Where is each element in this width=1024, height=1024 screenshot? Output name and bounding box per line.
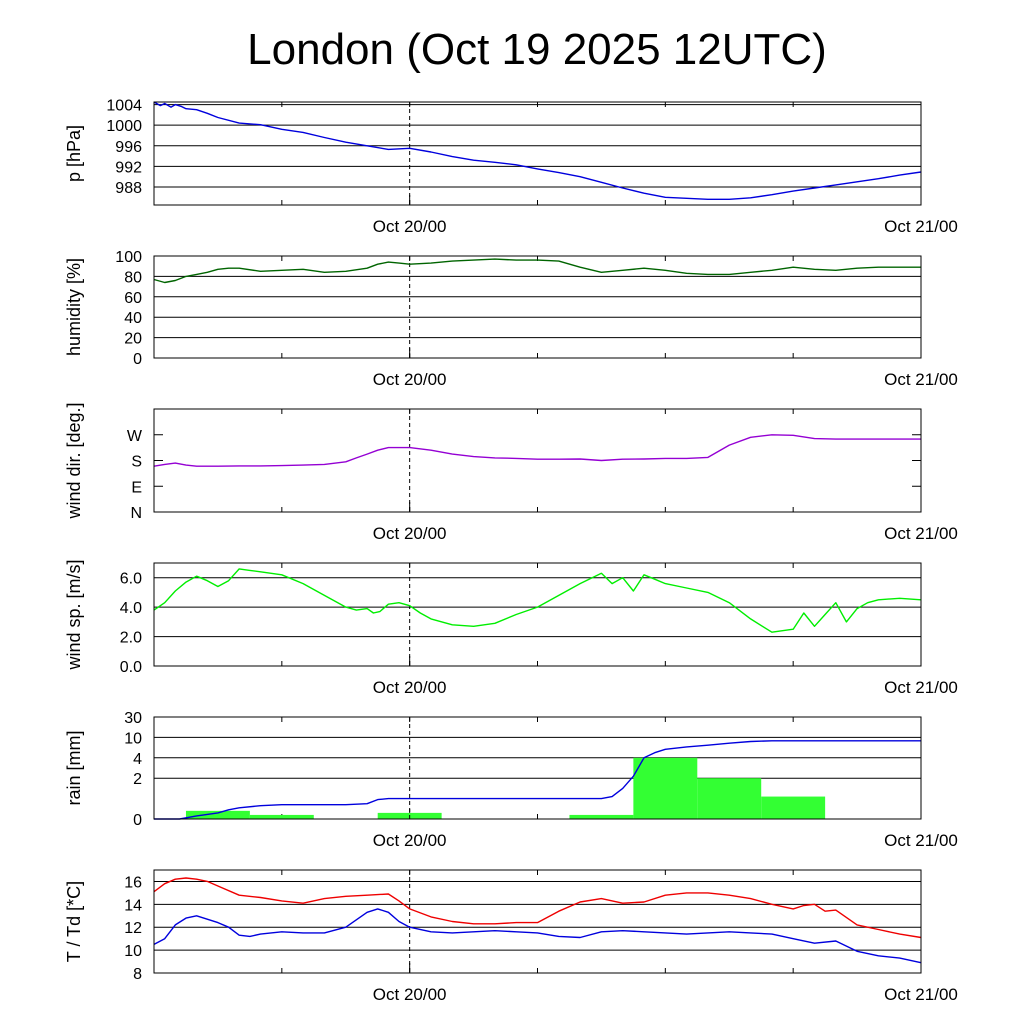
rain-bar [249,814,314,819]
pressure-ylabel: p [hPa] [64,125,84,182]
wind-speed-ytick-label: 4.0 [120,600,142,617]
humidity-ytick-label: 20 [124,331,142,348]
rain-ytick-label: 0 [133,812,142,829]
rain-ytick-label: 30 [124,710,142,727]
pressure-ytick-label: 1004 [106,98,142,115]
rain-xtick-label: Oct 20/00 [373,831,447,850]
temperature-ytick-label: 8 [133,966,142,983]
humidity-xtick-label: Oct 21/00 [884,370,958,389]
wind-speed-ylabel: wind sp. [m/s] [64,559,84,670]
wind-speed-frame [153,562,922,667]
temperature-series-line-temperature [153,877,922,939]
wind-speed-xtick-label: Oct 21/00 [884,678,958,697]
rain-ytick-label: 10 [124,730,142,747]
rain-ylabel: rain [mm] [64,730,84,805]
humidity-frame [153,255,922,359]
humidity-ytick-label: 0 [133,351,142,368]
wind-speed-panel: 6.0 4.0 2.0 0.0 wind sp. [m/s] Oct 20/00 Oct 2… [64,559,958,697]
wind-dir-ytick-label: W [127,428,143,445]
wind-dir-xtick-label: Oct 21/00 [884,524,958,543]
humidity-xtick-label: Oct 20/00 [373,370,447,389]
temperature-xtick-label: Oct 21/00 [884,985,958,1004]
temperature-ytick-label: 10 [124,943,142,960]
rain-xtick-label: Oct 21/00 [884,831,958,850]
humidity-ytick-label: 80 [124,269,142,286]
humidity-ylabel: humidity [%] [64,258,84,356]
rain-bar [569,814,634,819]
wind-speed-ytick-label: 2.0 [120,630,142,647]
temperature-panel: 16 14 12 10 8 T / Td [*C] Oct 20/00 Oct 21/00 [64,869,958,1004]
pressure-xtick-label: Oct 20/00 [373,217,447,236]
wind-dir-ylabel: wind dir. [deg.] [64,402,84,519]
temperature-frame [153,869,922,974]
wind-dir-frame [153,408,922,513]
humidity-series-line-humidity [153,258,921,284]
rain-frame [153,716,922,820]
pressure-ytick-label: 996 [115,139,142,156]
rain-bar [761,796,826,819]
temperature-ylabel: T / Td [*C] [64,881,84,962]
wind-speed-ytick-label: 0.0 [120,659,142,676]
rain-ytick-label: 2 [133,771,142,788]
humidity-ytick-label: 60 [124,290,142,307]
temperature-ytick-label: 14 [124,897,142,914]
wind-dir-ytick-label: N [130,505,142,522]
pressure-ytick-label: 1000 [106,118,142,135]
pressure-ytick-label: 992 [115,159,142,176]
wind-dir-ytick-label: E [131,479,142,496]
rain-panel: 30 10 4 2 0 rain [mm] Oct 20/00 Oct 21/00 [64,710,958,850]
temperature-series-line-dewpoint [153,908,922,964]
humidity-ytick-label: 100 [115,249,142,266]
temperature-ytick-label: 16 [124,874,142,891]
rain-bar [697,778,762,819]
rain-bar [633,757,698,819]
pressure-xtick-label: Oct 21/00 [884,217,958,236]
rain-bar [185,810,250,819]
rain-series-line-rain_cumulative [154,740,921,820]
pressure-panel: 1004 1000 996 992 988 p [hPa] Oct 20/00 Oct 21/… [64,98,958,236]
chart-title: London (Oct 19 2025 12UTC) [247,25,827,74]
wind-speed-ytick-label: 6.0 [120,571,142,588]
rain-ytick-label: 4 [133,751,142,768]
humidity-ytick-label: 40 [124,310,142,327]
wind-speed-series-line-wind_speed [153,568,922,633]
wind-dir-xtick-label: Oct 20/00 [373,524,447,543]
temperature-xtick-label: Oct 20/00 [373,985,447,1004]
pressure-ytick-label: 988 [115,180,142,197]
pressure-frame [153,101,922,206]
humidity-panel: 100 80 60 40 20 0 humidity [%] Oct 20/00 Oct 21/… [64,249,958,389]
temperature-ytick-label: 12 [124,920,142,937]
wind-dir-ytick-label: S [131,454,142,471]
pressure-series-line-pressure [153,101,922,201]
wind-dir-series-line-wind_dir [153,434,921,467]
wind-speed-xtick-label: Oct 20/00 [373,678,447,697]
